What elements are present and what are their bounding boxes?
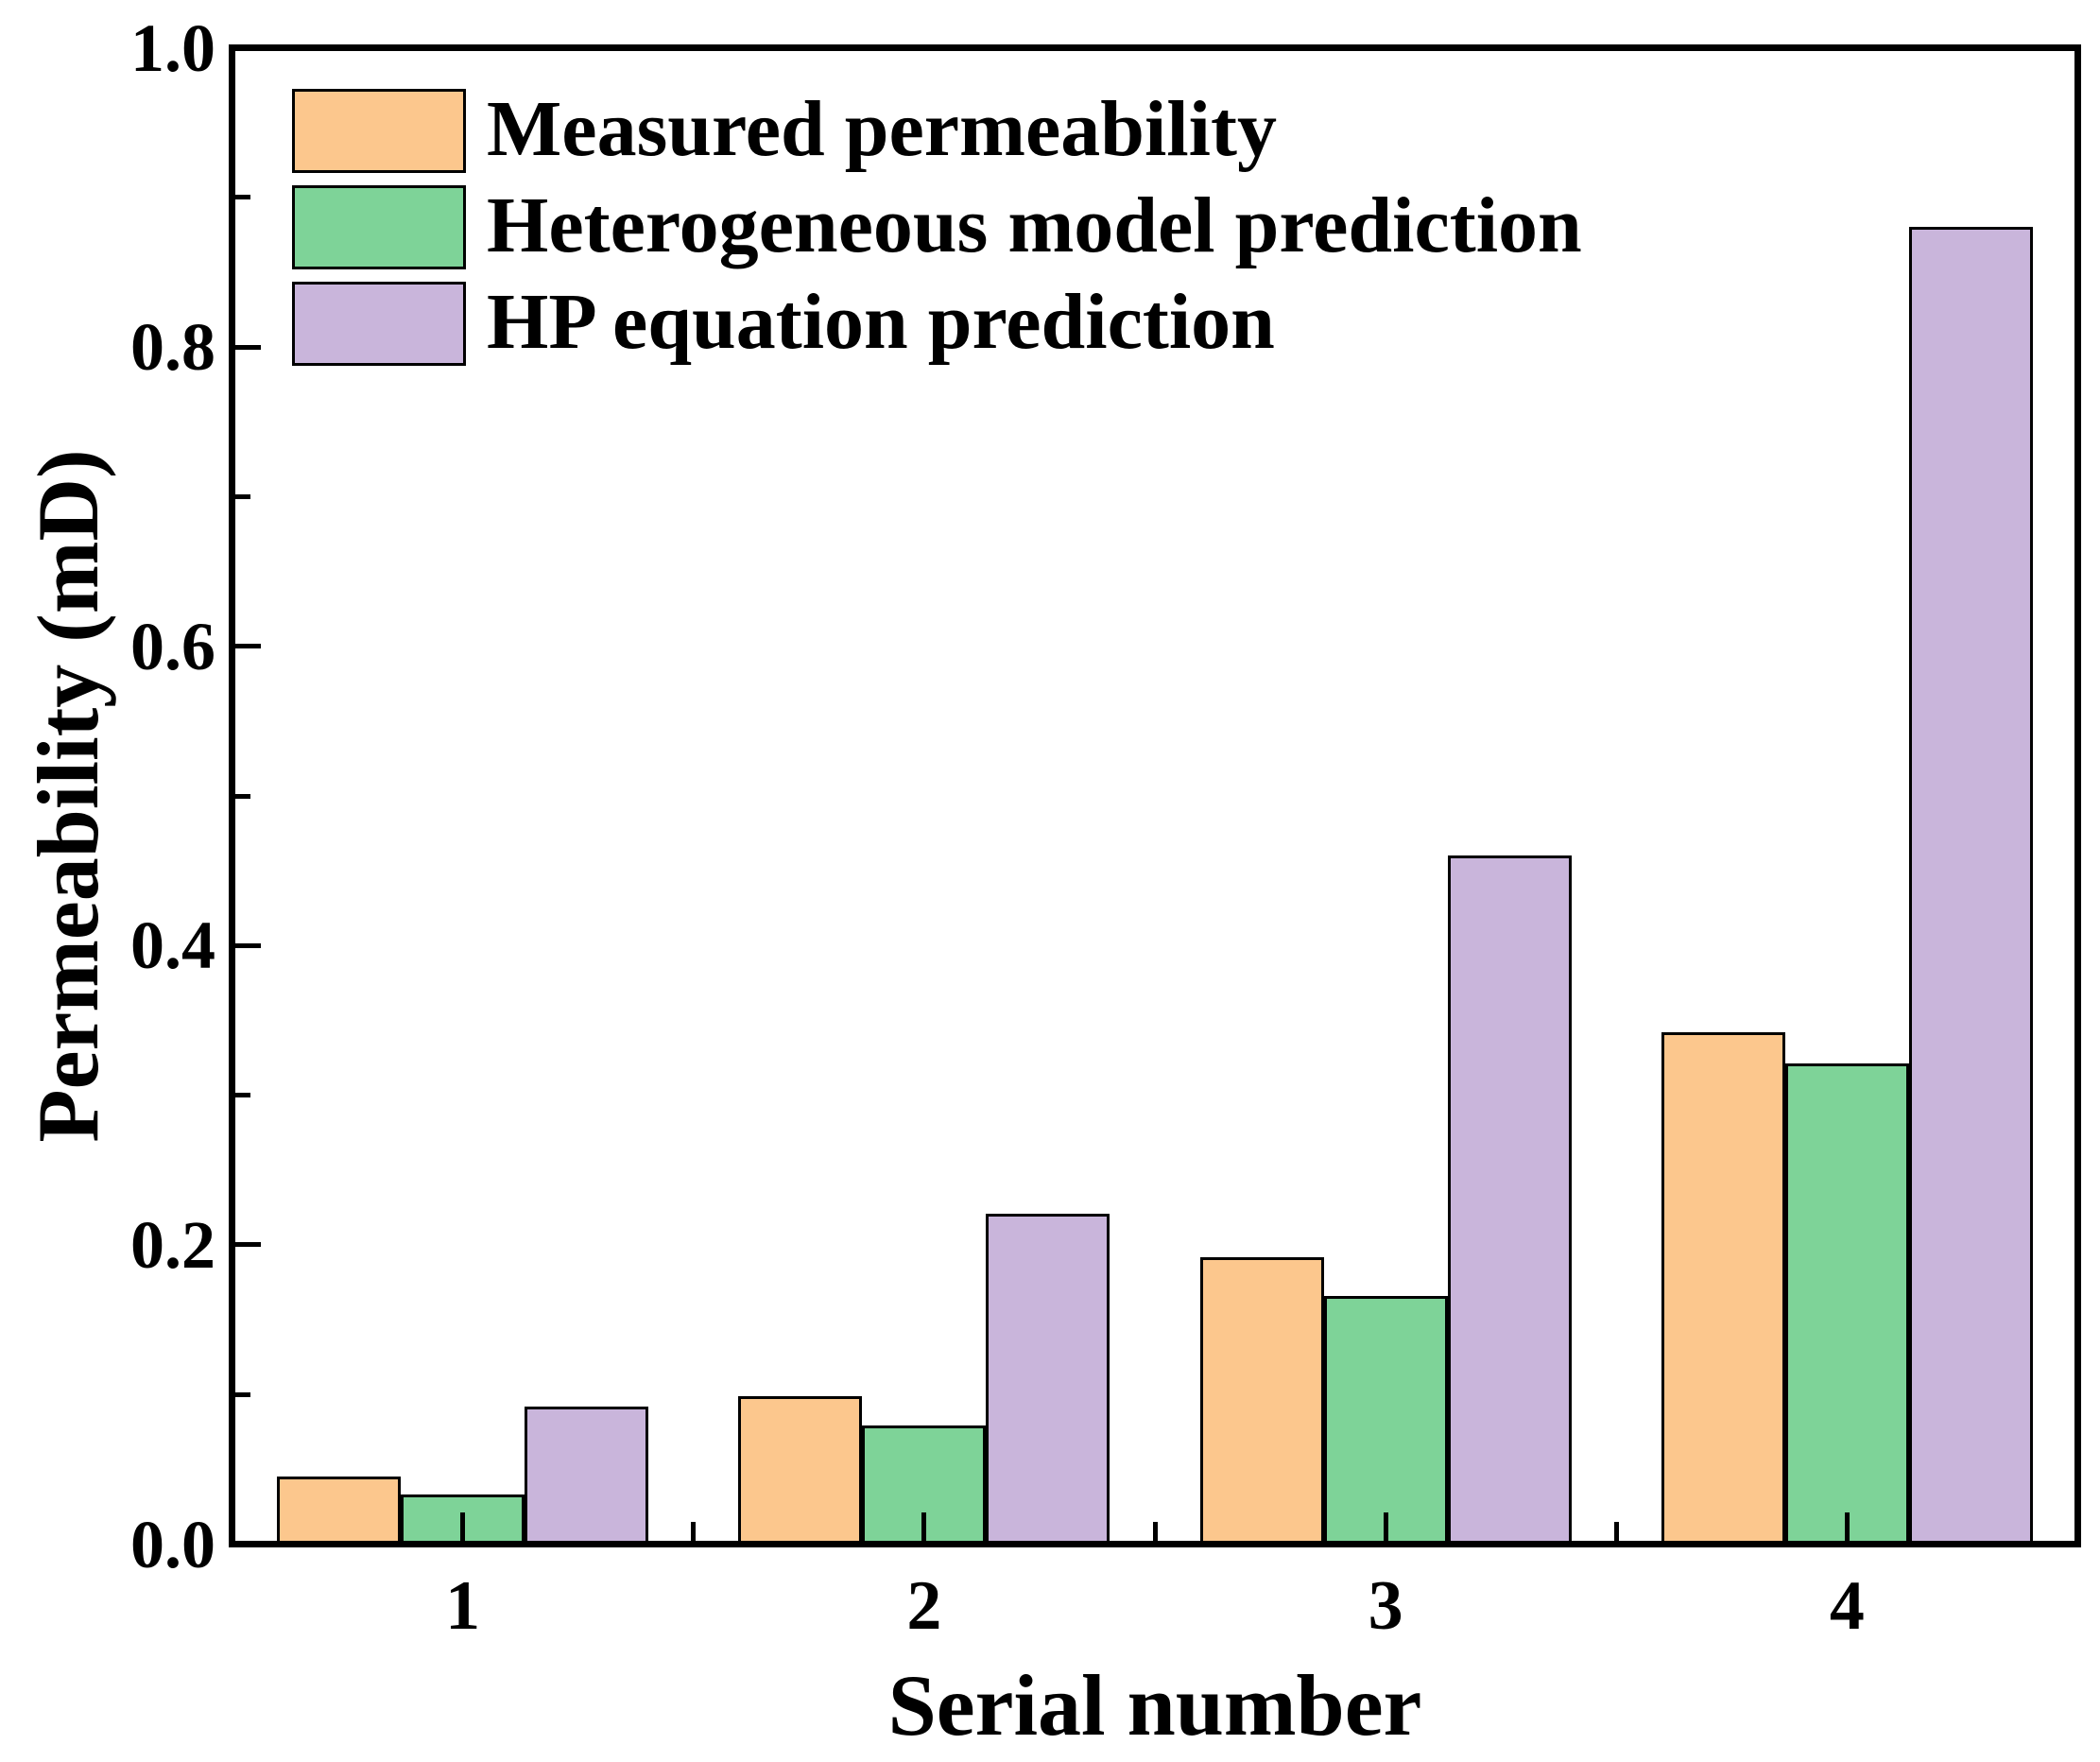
y-tick-label: 0.6 xyxy=(130,608,215,684)
y-minor-tick xyxy=(235,195,250,200)
y-tick-label: 1.0 xyxy=(130,9,215,86)
legend-item: Measured permeability xyxy=(292,89,1582,173)
y-tick-label: 0.4 xyxy=(130,907,215,984)
y-major-tick xyxy=(235,1242,261,1248)
y-tick-label: 0.2 xyxy=(130,1206,215,1283)
legend-swatch xyxy=(292,89,466,173)
x-tick-label: 4 xyxy=(1829,1567,1865,1645)
x-major-tick xyxy=(921,1512,927,1541)
bar-series1-group2 xyxy=(738,1395,863,1545)
y-major-tick xyxy=(235,45,261,50)
y-minor-tick xyxy=(235,793,250,799)
bar-series1-group3 xyxy=(1199,1256,1324,1545)
x-minor-tick xyxy=(1152,1522,1158,1541)
y-major-tick xyxy=(235,1542,261,1546)
x-tick-label: 1 xyxy=(445,1567,481,1645)
legend-label: Measured permeability xyxy=(487,84,1277,173)
x-major-tick xyxy=(460,1512,466,1541)
legend-item: HP equation prediction xyxy=(292,282,1582,366)
bar-series3-group2 xyxy=(986,1213,1110,1545)
bar-series3-group4 xyxy=(1908,227,2033,1545)
x-major-tick xyxy=(1844,1512,1850,1541)
legend-swatch xyxy=(292,282,466,366)
x-minor-tick xyxy=(1613,1522,1619,1541)
bar-series1-group4 xyxy=(1661,1032,1785,1545)
legend-swatch xyxy=(292,185,466,269)
bar-series2-group2 xyxy=(862,1425,987,1545)
x-major-tick xyxy=(1383,1512,1388,1541)
x-tick-label: 3 xyxy=(1368,1567,1403,1645)
y-major-tick xyxy=(235,344,261,350)
y-major-tick xyxy=(235,942,261,948)
y-minor-tick xyxy=(235,1093,250,1098)
x-minor-tick xyxy=(230,1522,234,1541)
bar-series3-group3 xyxy=(1447,855,1572,1545)
x-minor-tick xyxy=(691,1522,697,1541)
y-major-tick xyxy=(235,644,261,649)
legend-label: Heterogeneous model prediction xyxy=(487,181,1582,269)
y-tick-label: 0.0 xyxy=(130,1506,215,1582)
y-minor-tick xyxy=(235,1391,250,1397)
legend-item: Heterogeneous model prediction xyxy=(292,185,1582,269)
bar-series2-group4 xyxy=(1784,1063,1909,1545)
y-minor-tick xyxy=(235,493,250,499)
x-tick-label: 2 xyxy=(906,1567,942,1645)
legend-label: HP equation prediction xyxy=(487,277,1275,366)
y-tick-label: 0.8 xyxy=(130,309,215,386)
bar-series1-group1 xyxy=(277,1477,402,1545)
y-axis-title: Permeability (mD) xyxy=(20,449,116,1143)
bar-series3-group1 xyxy=(525,1406,649,1545)
x-axis-title: Serial number xyxy=(887,1657,1422,1753)
x-minor-tick xyxy=(2075,1522,2080,1541)
bar-series2-group3 xyxy=(1323,1295,1448,1545)
legend: Measured permeability Heterogeneous model… xyxy=(292,89,1582,366)
